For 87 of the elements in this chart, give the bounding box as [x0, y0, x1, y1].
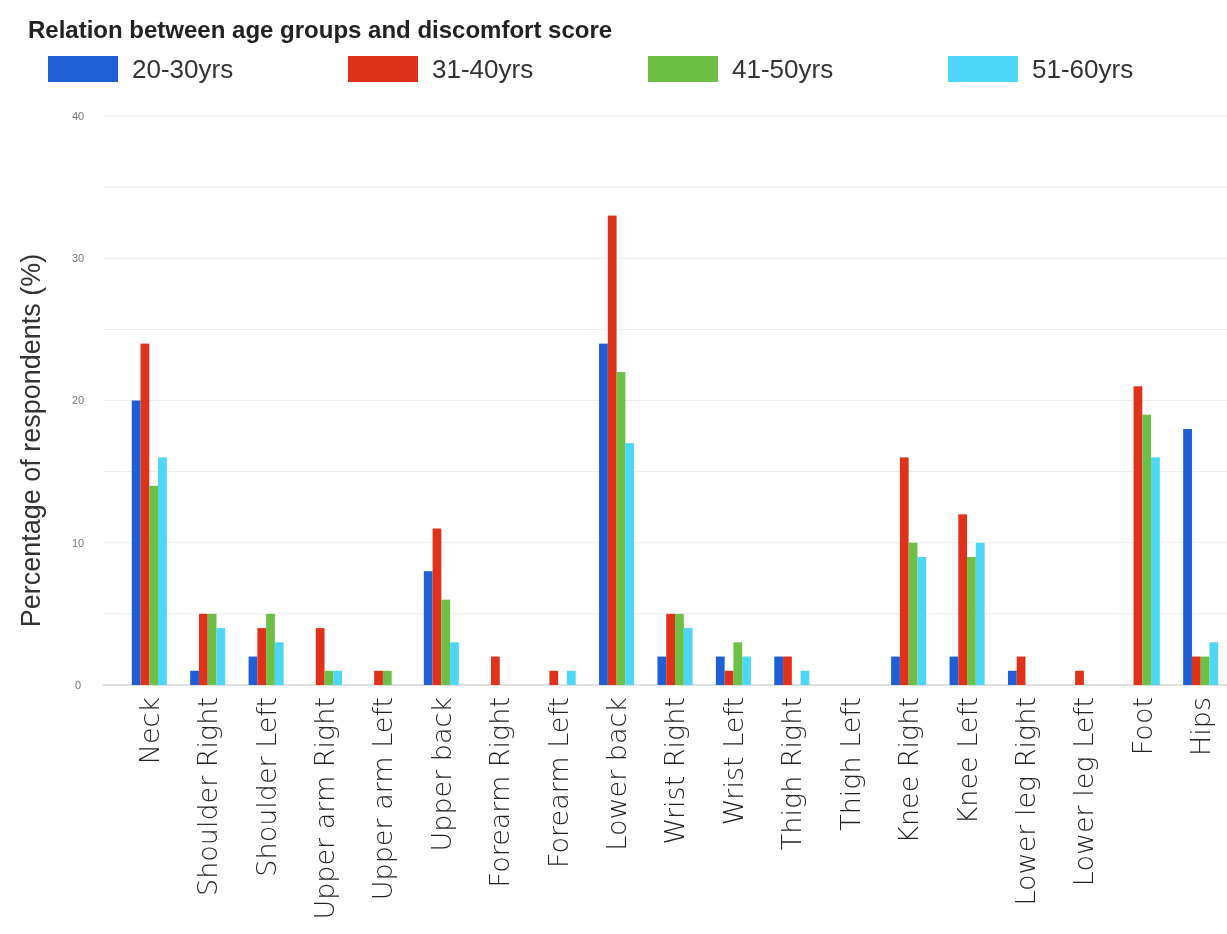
x-tick-label: Shoulder Right	[192, 697, 224, 896]
x-tick-label: Upper arm Right	[308, 697, 340, 920]
bar	[967, 556, 976, 685]
bar	[1183, 428, 1192, 685]
y-tick-label: 40	[71, 109, 85, 122]
legend-label: 31-40yrs	[432, 54, 534, 84]
y-tick-label: 20	[71, 394, 85, 407]
legend-label: 51-60yrs	[1032, 54, 1134, 84]
x-tick-label: Neck	[133, 697, 165, 765]
bar	[657, 656, 667, 685]
bar	[616, 372, 626, 685]
bar	[374, 670, 383, 685]
bar	[724, 670, 734, 685]
legend-label: 20-30yrs	[132, 54, 234, 84]
bar	[599, 343, 608, 685]
bar	[432, 528, 442, 685]
bar	[1191, 656, 1201, 685]
x-tick-label: Lower leg Right	[1009, 697, 1041, 906]
bar	[140, 343, 150, 685]
x-tick-label: Upper back	[425, 697, 457, 852]
bar	[908, 542, 918, 685]
bar	[1151, 457, 1160, 685]
bar	[891, 656, 900, 685]
bar	[1200, 656, 1210, 685]
bar	[742, 656, 751, 685]
bar	[266, 613, 275, 685]
x-tick-label: Forearm Left	[542, 697, 574, 869]
bar	[198, 613, 208, 685]
bar	[149, 485, 159, 685]
legend-label: 41-50yrs	[732, 54, 834, 84]
y-tick-label: 10	[71, 536, 85, 549]
bar	[1007, 670, 1017, 685]
bar	[324, 670, 334, 685]
bar	[158, 457, 167, 685]
x-tick-label: Forearm Right	[484, 697, 516, 888]
x-tick-label: Knee Left	[951, 697, 983, 825]
y-tick-label: 30	[71, 252, 85, 265]
bar	[1133, 386, 1143, 685]
x-tick-label: Wrist Left	[717, 697, 749, 826]
x-tick-label: Lower back	[601, 697, 633, 851]
bar	[683, 628, 693, 685]
bar	[566, 670, 576, 685]
bar	[774, 656, 784, 685]
x-tick-label: Lower leg Left	[1068, 697, 1100, 887]
bar	[675, 613, 684, 685]
bar	[315, 628, 325, 685]
x-tick-label: Wrist Right	[659, 697, 691, 845]
bar	[958, 514, 968, 685]
x-tick-label: Thigh Left	[834, 697, 866, 831]
x-tick-label: Foot	[1126, 697, 1158, 756]
bar	[800, 670, 810, 685]
bar	[1075, 670, 1084, 685]
y-tick-label: 0	[74, 678, 82, 691]
x-tick-label: Shoulder Left	[250, 697, 282, 877]
bar	[949, 656, 959, 685]
x-tick-label: Hips	[1185, 697, 1217, 757]
x-tick-label: Upper arm Left	[367, 697, 399, 901]
bar	[441, 599, 451, 685]
bar	[207, 613, 217, 685]
bar	[1209, 642, 1219, 685]
bar	[975, 542, 985, 685]
bar	[248, 656, 258, 685]
bar	[715, 656, 725, 685]
chart-title: Relation between age groups and discomfort score	[28, 16, 613, 43]
y-axis-title: Percentage of respondents (%)	[16, 253, 46, 628]
bar	[733, 642, 743, 685]
bar	[607, 215, 617, 685]
bar	[131, 400, 141, 685]
bar	[549, 670, 559, 685]
bar	[423, 571, 433, 685]
bar	[257, 628, 267, 685]
bar	[666, 613, 675, 685]
bar	[917, 556, 927, 685]
bar	[216, 628, 226, 685]
bar	[491, 656, 500, 685]
x-tick-label: Knee Right	[893, 697, 925, 844]
bar	[1142, 414, 1152, 685]
x-tick-label: Thigh Right	[776, 697, 808, 851]
bar	[333, 670, 343, 685]
bar	[625, 443, 635, 685]
bar	[274, 642, 284, 685]
bar	[899, 457, 909, 685]
bar	[382, 670, 392, 685]
bar	[190, 670, 199, 685]
bar	[783, 656, 792, 685]
bar	[450, 642, 459, 685]
bar	[1016, 656, 1026, 685]
